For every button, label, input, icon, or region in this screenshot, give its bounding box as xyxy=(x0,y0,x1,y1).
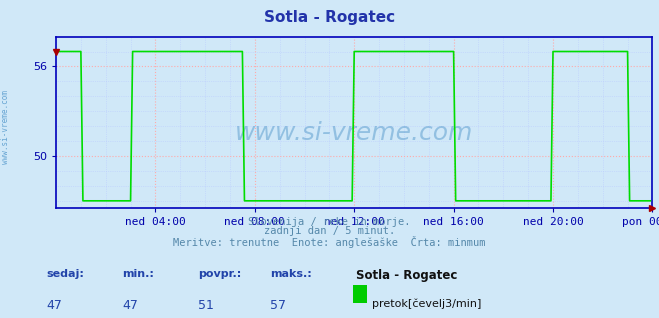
Text: Sotla - Rogatec: Sotla - Rogatec xyxy=(356,269,457,282)
Text: www.si-vreme.com: www.si-vreme.com xyxy=(235,121,473,145)
Text: www.si-vreme.com: www.si-vreme.com xyxy=(1,90,10,164)
Text: zadnji dan / 5 minut.: zadnji dan / 5 minut. xyxy=(264,226,395,236)
Text: 51: 51 xyxy=(198,299,214,312)
Text: pretok[čevelj3/min]: pretok[čevelj3/min] xyxy=(372,299,482,309)
Text: 47: 47 xyxy=(46,299,62,312)
Text: 47: 47 xyxy=(122,299,138,312)
Text: Sotla - Rogatec: Sotla - Rogatec xyxy=(264,10,395,24)
Text: Meritve: trenutne  Enote: anglešaške  Črta: minmum: Meritve: trenutne Enote: anglešaške Črta… xyxy=(173,236,486,248)
Text: min.:: min.: xyxy=(122,269,154,279)
Text: Slovenija / reke in morje.: Slovenija / reke in morje. xyxy=(248,217,411,227)
Text: sedaj:: sedaj: xyxy=(46,269,84,279)
Text: povpr.:: povpr.: xyxy=(198,269,241,279)
Text: 57: 57 xyxy=(270,299,286,312)
Text: maks.:: maks.: xyxy=(270,269,312,279)
